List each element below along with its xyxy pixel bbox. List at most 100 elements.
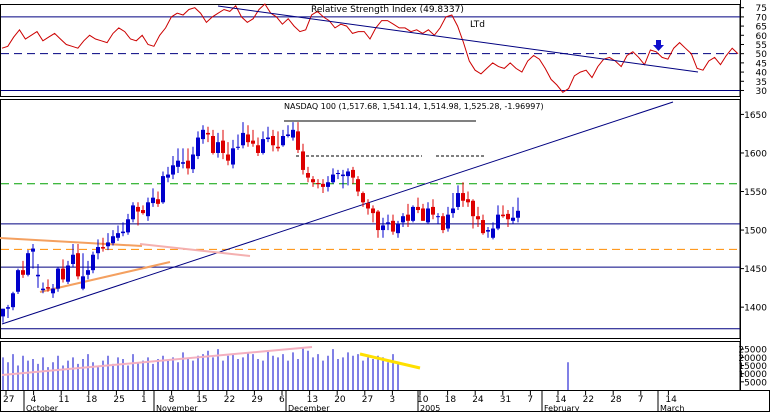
candle-body <box>111 236 115 244</box>
candle-body <box>381 225 385 231</box>
candle-body <box>431 206 435 215</box>
candle-body <box>141 210 145 214</box>
candle-body <box>151 197 155 204</box>
candle-body <box>16 270 20 292</box>
candle-body <box>211 136 215 153</box>
candle-body <box>101 247 105 249</box>
candle-body <box>421 208 425 221</box>
x-tick-label: 29 <box>251 395 263 405</box>
rsi-y-tick-label: 60 <box>756 32 768 42</box>
rsi-y-tick-label: 70 <box>756 13 768 23</box>
candle-body <box>311 179 315 183</box>
candle-body <box>401 216 405 223</box>
candle-body <box>296 131 300 150</box>
candle-body <box>266 137 270 140</box>
volume-yellow-trend <box>359 352 421 370</box>
x-tick-label: 7 <box>638 395 644 405</box>
candle-body <box>116 233 120 238</box>
x-tick-label: 28 <box>610 395 622 405</box>
candle-body <box>21 270 25 275</box>
x-tick-label: 10 <box>417 395 429 405</box>
candle-body <box>26 253 30 275</box>
candle-body <box>1 308 5 317</box>
rsi-trendline <box>217 5 699 73</box>
rsi-y-tick-label: 45 <box>756 59 767 69</box>
candle-body <box>181 162 185 164</box>
x-tick-label: 6 <box>279 395 285 405</box>
candle-body <box>71 254 75 264</box>
candle-body <box>286 134 290 137</box>
candle-body <box>391 220 395 232</box>
candle-body <box>396 223 400 234</box>
candle-body <box>251 140 255 144</box>
candle-body <box>331 174 335 183</box>
down-arrow-icon <box>653 40 664 51</box>
candle-body <box>341 174 345 177</box>
candle-body <box>76 253 80 277</box>
price-uptrend-line <box>1 101 674 325</box>
candle-body <box>11 293 15 308</box>
rsi-y-tick-label: 50 <box>756 50 768 60</box>
candle-body <box>496 214 500 229</box>
rsi-y-tick-label: 75 <box>756 4 767 14</box>
candle-body <box>241 132 245 146</box>
candle-body <box>146 202 150 217</box>
candle-body <box>81 276 85 289</box>
candle-body <box>426 208 430 223</box>
candle-body <box>41 288 45 291</box>
volume-y-tick-label: 20000 <box>738 354 767 364</box>
candle-body <box>156 199 160 204</box>
rsi-y-tick-label: 35 <box>756 78 767 88</box>
candle-body <box>136 206 140 212</box>
candle-body <box>411 206 415 221</box>
candle-body <box>6 307 10 309</box>
month-label: February <box>544 404 580 412</box>
x-tick-label: 14 <box>665 395 677 405</box>
x-tick-label: 18 <box>86 395 98 405</box>
x-tick-label: 1 <box>141 395 147 405</box>
candle-body <box>486 230 490 232</box>
candle-body <box>96 247 100 254</box>
price-y-tick-label: 1600 <box>744 149 767 159</box>
rsi-y-tick-label: 65 <box>756 23 767 33</box>
rsi-title: Relative Strength Index (49.8337) <box>311 5 464 15</box>
candle-body <box>466 199 470 203</box>
x-tick-label: 13 <box>307 395 318 405</box>
candle-body <box>346 171 350 177</box>
candle-body <box>166 174 170 178</box>
candle-body <box>366 203 370 209</box>
candle-body <box>226 154 230 161</box>
candle-body <box>201 129 205 140</box>
rsi-annotation: LTd <box>470 20 485 30</box>
x-tick-label: 4 <box>31 395 37 405</box>
candle-body <box>351 169 355 178</box>
candle-body <box>516 210 520 218</box>
month-label: March <box>660 404 684 412</box>
price-title: NASDAQ 100 (1,517.68, 1,541.14, 1,514.98… <box>284 102 544 111</box>
candle-body <box>31 248 35 252</box>
candle-body <box>451 208 455 214</box>
candle-body <box>246 134 250 143</box>
candle-body <box>471 200 475 217</box>
x-tick-label: 18 <box>445 395 457 405</box>
candle-body <box>476 216 480 220</box>
x-tick-label: 11 <box>58 395 69 405</box>
candle-body <box>206 132 210 135</box>
candle-body <box>416 206 420 211</box>
x-tick-label: 27 <box>3 395 14 405</box>
candle-body <box>46 287 50 289</box>
candle-body <box>306 173 310 178</box>
candle-body <box>336 173 340 175</box>
pink-channel-line <box>139 243 251 257</box>
x-tick-label: 27 <box>362 395 373 405</box>
candle-body <box>456 193 460 207</box>
rsi-y-tick-label: 40 <box>756 69 768 79</box>
volume-y-tick-label: 10000 <box>738 370 767 380</box>
candle-body <box>321 183 325 187</box>
candle-body <box>126 219 130 233</box>
candle-body <box>276 146 280 149</box>
candle-body <box>481 220 485 234</box>
candle-body <box>186 160 190 169</box>
month-label: November <box>156 404 198 412</box>
